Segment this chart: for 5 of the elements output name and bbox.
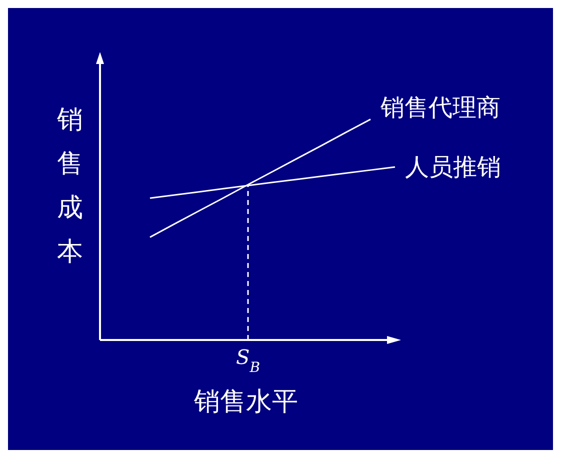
y-axis-title: 销售成本	[56, 105, 83, 267]
series-label: 销售代理商	[380, 93, 500, 122]
x-axis-title: 销售水平	[193, 387, 298, 417]
text: S$_{B}$	[236, 345, 260, 376]
series-label: 人员推销	[405, 152, 501, 181]
